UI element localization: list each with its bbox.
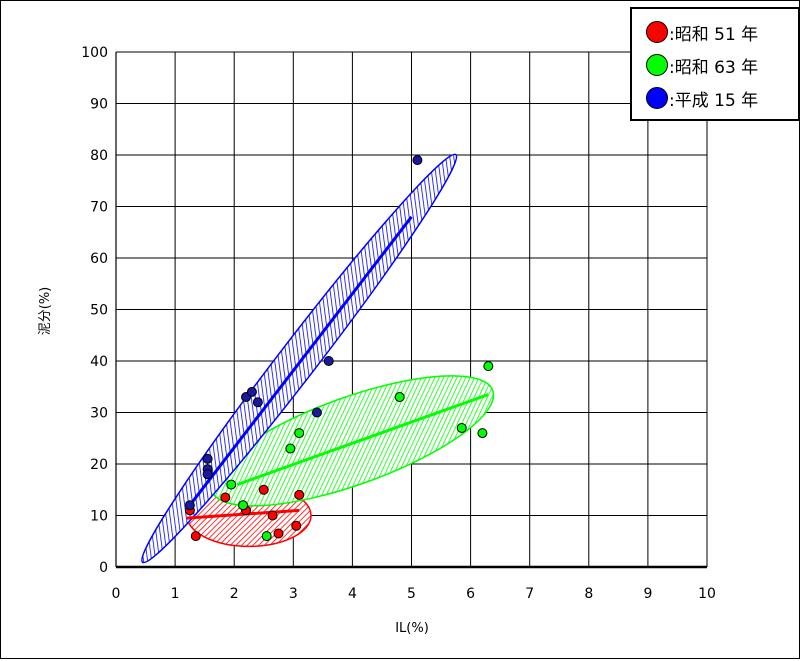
data-point [258, 484, 269, 495]
x-tick-label: 9 [643, 586, 652, 602]
data-point [394, 392, 405, 403]
data-point [202, 469, 213, 480]
data-point [246, 386, 257, 397]
data-point [311, 407, 322, 418]
green-circle-icon [646, 54, 668, 76]
data-point [273, 528, 284, 539]
x-axis-title: IL(%) [395, 621, 429, 636]
y-tick-label: 60 [90, 251, 108, 267]
data-point [238, 500, 249, 511]
showa-63-trend-line [236, 393, 489, 487]
data-point [456, 422, 467, 433]
data-point [220, 492, 231, 503]
data-point [202, 453, 213, 464]
y-tick-label: 40 [90, 354, 108, 370]
legend-label: :昭和 63 年 [669, 57, 759, 78]
x-tick-label: 5 [407, 586, 416, 602]
y-tick-label: 100 [81, 45, 108, 61]
x-tick-label: 2 [230, 586, 239, 602]
data-point [226, 479, 237, 490]
data-point [252, 397, 263, 408]
data-point [261, 531, 272, 542]
x-tick-label: 1 [171, 586, 180, 602]
y-tick-label: 50 [90, 303, 108, 319]
x-tick-label: 3 [289, 586, 298, 602]
data-point [294, 489, 305, 500]
legend-item-showa-63: :昭和 63 年 [646, 51, 758, 79]
legend: :昭和 51 年 :昭和 63 年 :平成 15 年 [630, 7, 800, 121]
data-point [477, 428, 488, 439]
y-tick-label: 90 [90, 97, 108, 113]
data-point [285, 443, 296, 454]
y-axis-title: 泥分(%) [38, 287, 53, 336]
data-point [294, 428, 305, 439]
data-point [190, 531, 201, 542]
y-tick-label: 20 [90, 457, 108, 473]
y-tick-label: 70 [90, 200, 108, 216]
legend-item-showa-51: :昭和 51 年 [646, 18, 758, 46]
x-tick-label: 6 [466, 586, 475, 602]
data-point [483, 361, 494, 372]
x-tick-label: 0 [112, 586, 121, 602]
data-points [184, 155, 494, 542]
x-tick-label: 8 [584, 586, 593, 602]
y-tick-label: 80 [90, 148, 108, 164]
axes [115, 52, 707, 569]
data-point [412, 155, 423, 166]
data-point [323, 356, 334, 366]
heisei-15-trend-line [188, 215, 413, 507]
red-circle-icon [646, 21, 668, 43]
cluster-ellipses [141, 153, 495, 564]
y-tick-label: 10 [90, 509, 108, 525]
y-tick-label: 0 [99, 560, 108, 576]
blue-circle-icon [646, 87, 668, 109]
data-point [184, 500, 195, 511]
heisei-15-ellipse [141, 153, 458, 564]
x-tick-label: 4 [348, 586, 357, 602]
x-tick-label: 7 [525, 586, 534, 602]
legend-label: :平成 15 年 [669, 90, 759, 111]
legend-label: :昭和 51 年 [669, 24, 759, 45]
y-tick-label: 30 [90, 406, 108, 422]
data-point [267, 510, 278, 521]
grid [116, 51, 708, 567]
data-point [291, 520, 302, 531]
x-tick-label: 10 [698, 586, 716, 602]
legend-item-heisei-15: :平成 15 年 [646, 84, 758, 112]
